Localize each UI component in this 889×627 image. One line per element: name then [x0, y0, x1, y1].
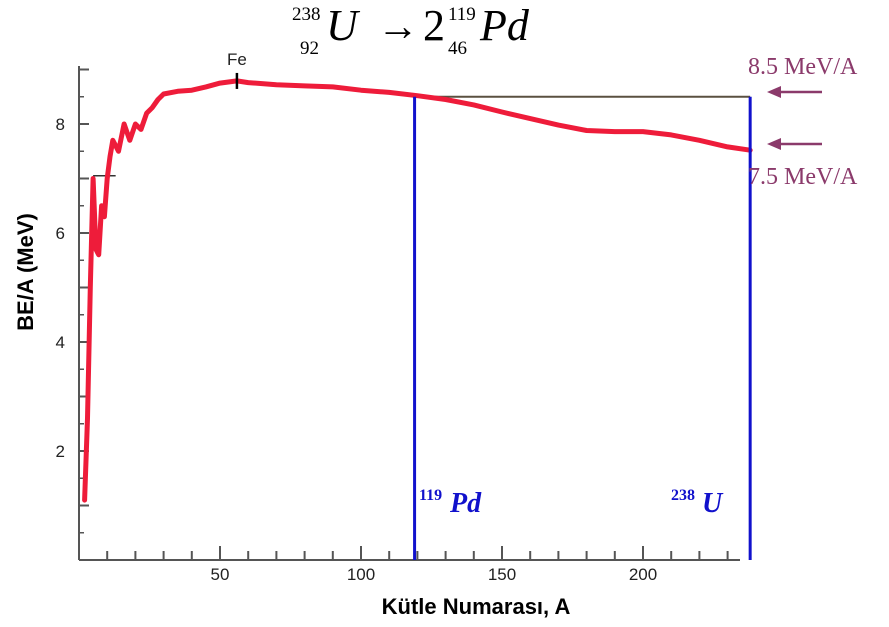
pd-marker-label: 119 Pd	[419, 487, 482, 519]
y-tick-label: 4	[56, 333, 65, 352]
lower-arrow-icon	[767, 138, 781, 150]
daughter-symbol: Pd	[479, 1, 530, 50]
parent-atomic-number: 92	[300, 38, 319, 59]
u-symbol: U	[702, 488, 724, 519]
coefficient: 2	[423, 1, 445, 50]
daughter-atomic-number: 46	[448, 38, 467, 59]
lower-value-label: 7.5 MeV/A	[748, 164, 858, 190]
upper-value-annotation: 8.5 MeV/A	[748, 54, 858, 98]
y-axis-title: BE/A (MeV)	[13, 213, 38, 331]
u-marker-label: 238 U	[671, 487, 724, 519]
series-group	[82, 78, 753, 503]
upper-value-label: 8.5 MeV/A	[748, 54, 858, 80]
binding-energy-curve	[82, 78, 753, 503]
pd-mass-number: 119	[419, 487, 442, 504]
parent-symbol: U	[326, 1, 361, 50]
y-tick-label: 2	[56, 442, 65, 461]
axes: 2 4 6 8 50 100 150 200	[56, 66, 740, 584]
u-mass-number: 238	[671, 487, 695, 504]
vertical-markers-group	[413, 96, 752, 560]
peak-group: Fe	[227, 50, 247, 89]
parent-mass-number: 238	[292, 4, 321, 25]
y-tick-label: 6	[56, 224, 65, 243]
x-axis-title: Kütle Numarası, A	[382, 594, 571, 619]
chart-title-equation: 238 92 U → 2 119 46 Pd	[292, 1, 530, 59]
y-tick-label: 8	[56, 115, 65, 134]
daughter-mass-number: 119	[448, 4, 476, 25]
x-tick-label: 200	[629, 565, 657, 584]
x-tick-label: 50	[211, 565, 230, 584]
pd-symbol: Pd	[449, 488, 482, 519]
x-tick-label: 150	[488, 565, 516, 584]
upper-arrow-icon	[767, 86, 781, 98]
lower-value-annotation: 7.5 MeV/A	[748, 138, 858, 190]
peak-label: Fe	[227, 50, 247, 69]
x-tick-label: 100	[347, 565, 375, 584]
reaction-arrow: →	[377, 4, 419, 50]
